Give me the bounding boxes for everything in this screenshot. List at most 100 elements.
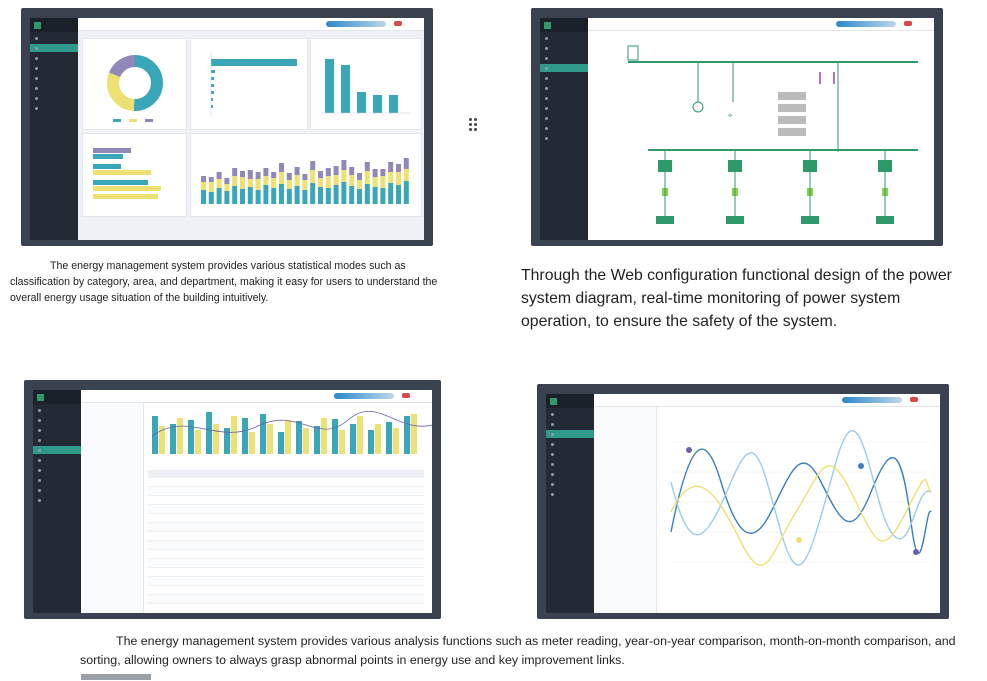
stacked-bar-segment: [364, 162, 370, 171]
caption-top-left: The energy management system provides va…: [10, 260, 438, 304]
stacked-bar-segment: [216, 179, 222, 188]
table-row[interactable]: [148, 586, 424, 595]
table-row[interactable]: [148, 478, 424, 487]
stacked-bar-segment: [302, 180, 308, 190]
comparison-bar: [404, 416, 410, 454]
table-row[interactable]: [148, 550, 424, 559]
notification-badge[interactable]: [394, 21, 402, 26]
logo-icon: [34, 21, 41, 29]
table-row[interactable]: [148, 577, 424, 586]
comparison-bar: [339, 430, 345, 454]
comparison-bar: [170, 424, 176, 454]
stacked-bar-segment: [216, 188, 222, 204]
stacked-bar-panel: [190, 133, 422, 217]
stacked-bar-segment: [255, 179, 261, 190]
stacked-bar-segment: [341, 170, 347, 182]
stacked-bar-segment: [279, 163, 284, 172]
top-bar: [78, 18, 424, 31]
comparison-bar: [206, 412, 212, 454]
stacked-bar-segment: [247, 187, 253, 204]
stacked-bar-segment: [325, 168, 331, 176]
sidebar: [546, 394, 594, 613]
stacked-bar-segment: [216, 172, 222, 179]
notification-badge[interactable]: [904, 21, 912, 26]
stacked-bar-segment: [302, 174, 308, 180]
notification-badge[interactable]: [910, 397, 918, 402]
stacked-bar-segment: [318, 171, 323, 178]
comparison-bar: [368, 430, 374, 454]
table-row[interactable]: [148, 496, 424, 505]
sidebar: [33, 390, 81, 613]
donut-chart-panel: [82, 38, 187, 130]
stacked-bar-segment: [341, 182, 347, 204]
stacked-bar-segment: [201, 182, 206, 190]
comparison-bar: [303, 428, 309, 454]
comparison-bar: [278, 432, 284, 454]
trend-line: [151, 410, 432, 437]
search-input[interactable]: [842, 397, 902, 403]
comparison-bar: [314, 426, 320, 454]
table-row[interactable]: [148, 541, 424, 550]
search-input[interactable]: [836, 21, 896, 27]
table-row[interactable]: [148, 568, 424, 577]
stacked-bar-segment: [388, 162, 394, 172]
comparison-bar: [260, 414, 266, 454]
table-row[interactable]: [148, 595, 424, 604]
comparison-bar: [357, 416, 363, 454]
screenshot-power-diagram: ✣: [531, 8, 943, 246]
screenshot-comparison-table: [24, 380, 441, 619]
stacked-bar-segment: [364, 184, 370, 204]
caption-bottom: The energy management system provides va…: [80, 634, 956, 667]
stacked-bar-segment: [286, 180, 292, 189]
stacked-bar-segment: [396, 185, 401, 204]
stacked-bar-segment: [380, 188, 386, 204]
table-row[interactable]: [148, 487, 424, 496]
comparison-bar: [242, 418, 248, 454]
stacked-bar-segment: [271, 178, 277, 188]
stacked-bar-segment: [232, 176, 238, 186]
table-row[interactable]: [148, 505, 424, 514]
stacked-bar-segment: [208, 177, 214, 182]
comparison-bar: [350, 424, 356, 454]
comparison-bar: [321, 418, 327, 454]
stacked-bar-segment: [318, 187, 323, 204]
search-input[interactable]: [326, 21, 386, 27]
table-row[interactable]: [148, 514, 424, 523]
comparison-bar: [386, 422, 392, 454]
table-row[interactable]: [148, 559, 424, 568]
stacked-bar-segment: [247, 170, 253, 179]
search-input[interactable]: [334, 393, 394, 399]
stacked-bar-segment: [388, 172, 394, 183]
comparison-bar: [332, 419, 338, 454]
stacked-bar-segment: [357, 173, 362, 180]
sidebar: [540, 18, 588, 240]
stacked-bar-segment: [302, 190, 308, 204]
grouped-horizontal-bars: [93, 148, 161, 199]
table-row[interactable]: [148, 532, 424, 541]
notification-badge[interactable]: [402, 393, 410, 398]
stacked-bar-segment: [333, 166, 339, 175]
horizontal-bar-panel: [190, 38, 308, 130]
stacked-bar-segment: [294, 167, 300, 175]
stacked-bar-segment: [403, 181, 409, 204]
stacked-bar-segment: [232, 168, 238, 176]
comparison-bar: [249, 432, 255, 454]
stacked-bar-segment: [294, 175, 300, 186]
screenshot-statistics-dashboard: [21, 8, 433, 246]
table-row[interactable]: [148, 523, 424, 532]
top-bar: [588, 18, 934, 31]
stacked-bar-segment: [310, 170, 316, 183]
stacked-bar-segment: [263, 176, 269, 185]
stacked-bar-segment: [208, 182, 214, 192]
vertical-bar-chart: [321, 59, 411, 114]
top-bar: [595, 394, 940, 407]
stacked-bar-segment: [255, 172, 261, 179]
stacked-bar-segment: [325, 176, 331, 188]
tree-panel: [594, 394, 657, 613]
sidebar: [30, 18, 78, 240]
multi-line-chart: [670, 430, 932, 567]
stacked-bar-segment: [403, 158, 409, 169]
stacked-bar-segment: [271, 188, 277, 204]
stacked-bar-segment: [318, 178, 323, 187]
top-bar: [82, 390, 432, 403]
